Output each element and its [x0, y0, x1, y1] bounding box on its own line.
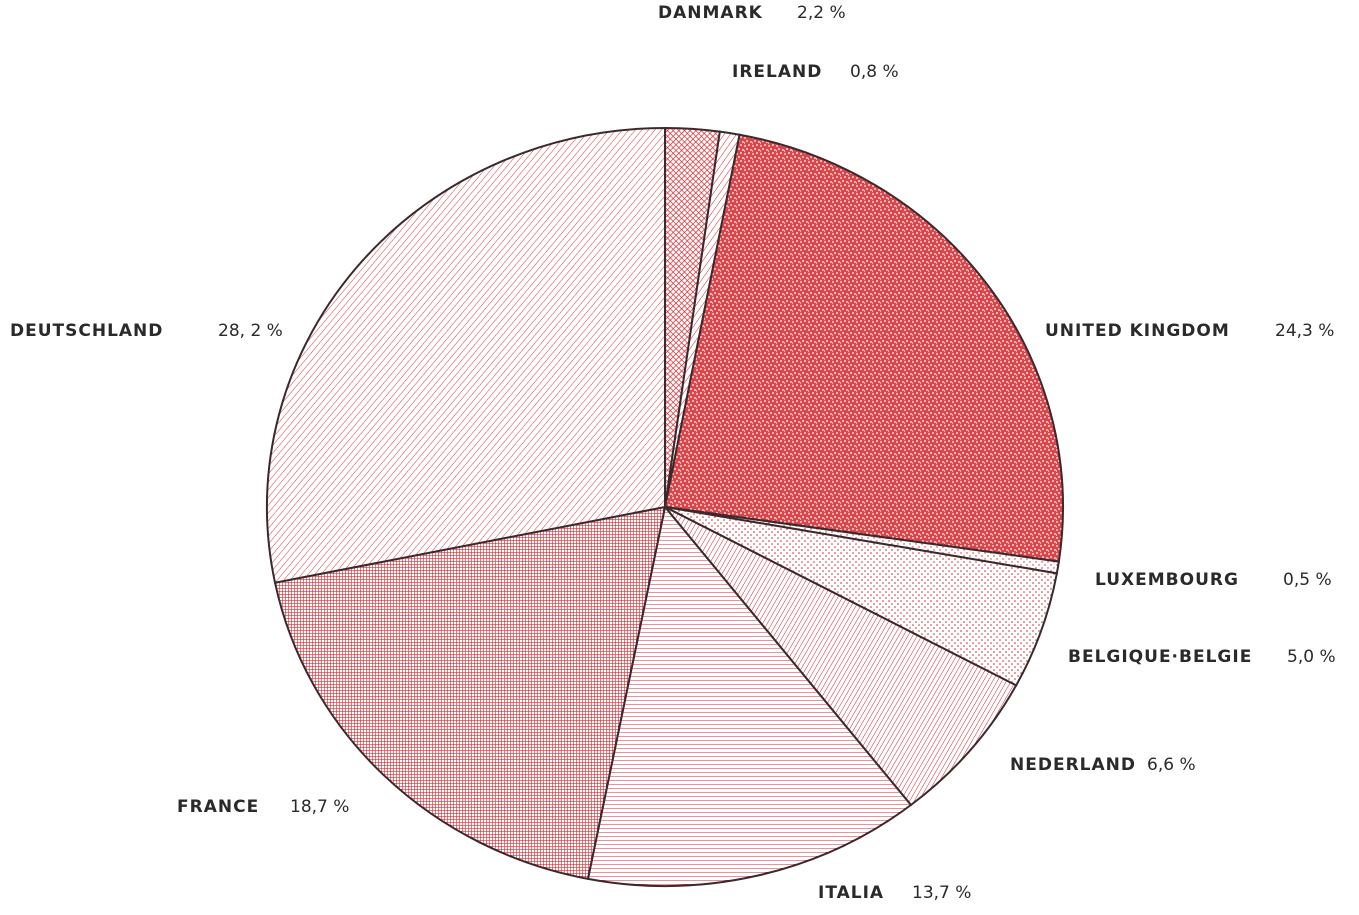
slice-value-label: 28, 2 % — [218, 321, 283, 341]
slice-value-label: 0,5 % — [1283, 570, 1332, 590]
slice-label: DEUTSCHLAND — [10, 321, 163, 341]
slice-value-label: 6,6 % — [1147, 755, 1196, 775]
slice-value-label: 2,2 % — [797, 3, 846, 23]
pie-slice — [586, 504, 913, 887]
slice-label: IRELAND — [732, 62, 822, 82]
slice-label: NEDERLAND — [1010, 755, 1136, 775]
slice-value-label: 18,7 % — [290, 797, 349, 817]
slice-value-label: 24,3 % — [1275, 321, 1334, 341]
pie-slice — [266, 126, 666, 584]
slice-label: UNITED KINGDOM — [1045, 321, 1230, 341]
slice-label: BELGIQUE·BELGIE — [1068, 647, 1252, 667]
pie-slice — [273, 505, 667, 880]
pie-slice — [663, 133, 1064, 563]
slice-label: LUXEMBOURG — [1095, 570, 1239, 590]
slice-label: FRANCE — [177, 797, 259, 817]
slice-value-label: 5,0 % — [1287, 647, 1336, 667]
slice-label: DANMARK — [658, 3, 763, 23]
slice-value-label: 13,7 % — [912, 883, 971, 903]
slice-value-label: 0,8 % — [850, 62, 899, 82]
pie-slice — [664, 506, 1018, 807]
slice-label: ITALIA — [818, 883, 884, 903]
